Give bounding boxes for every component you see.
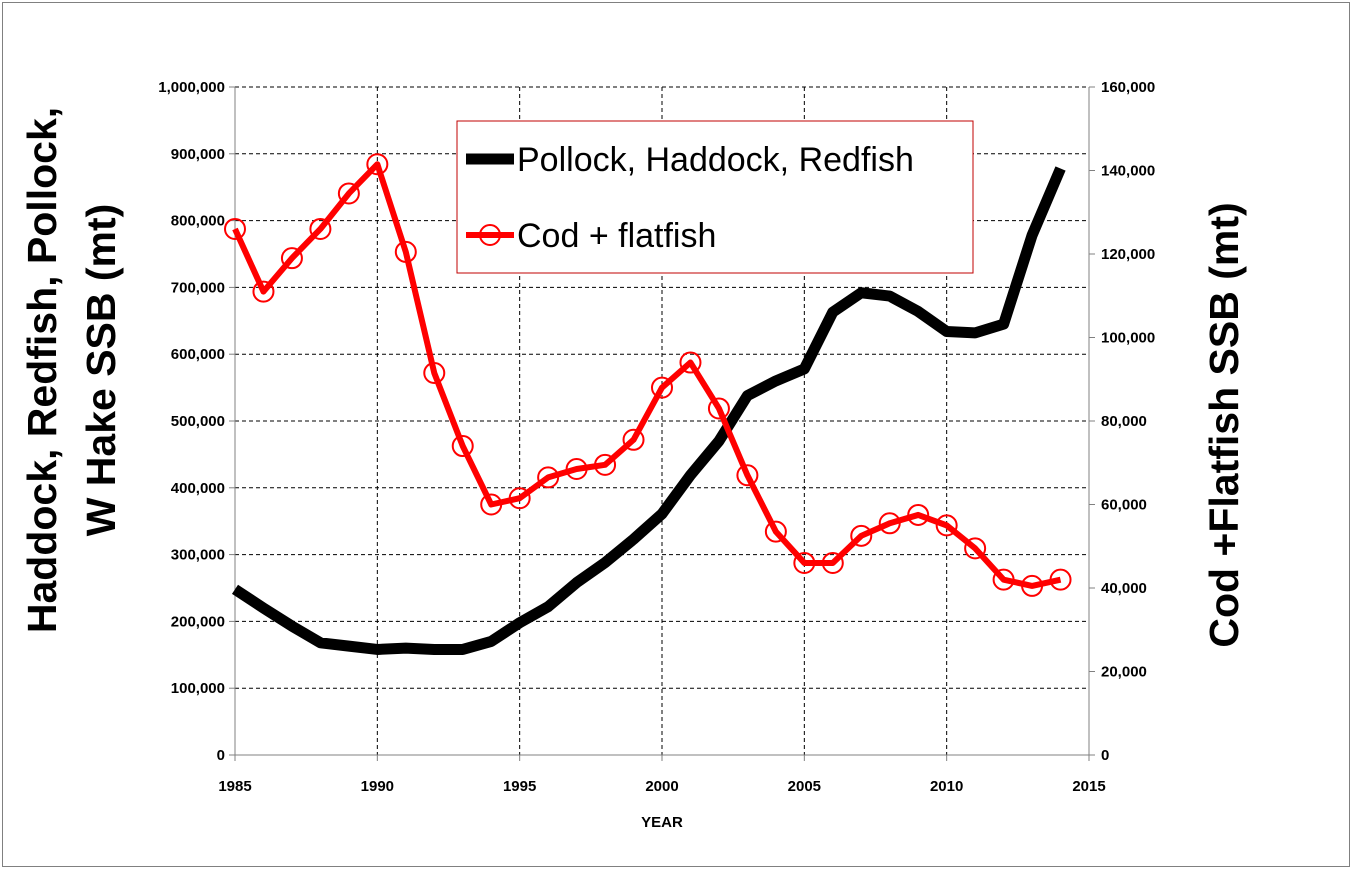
- x-tick-label: 1995: [503, 778, 536, 795]
- x-tick-label: 2010: [930, 778, 963, 795]
- right-tick-label: 160,000: [1101, 79, 1155, 96]
- right-tick-label: 120,000: [1101, 246, 1155, 263]
- point-cod-flatfish: [736, 464, 759, 487]
- point-cod-flatfish: [622, 428, 645, 451]
- x-axis-title: YEAR: [641, 814, 683, 831]
- right-tick-label: 140,000: [1101, 163, 1155, 180]
- right-tick-label: 100,000: [1101, 330, 1155, 347]
- point-cod-flatfish: [337, 182, 360, 205]
- series-line-pollock-haddock-redfish: [231, 166, 1066, 655]
- left-tick-label: 300,000: [171, 547, 225, 564]
- point-cod-flatfish: [821, 551, 844, 574]
- left-tick-label: 1,000,000: [158, 79, 225, 96]
- left-tick-label: 900,000: [171, 146, 225, 163]
- point-cod-flatfish: [423, 361, 446, 384]
- point-cod-flatfish: [1021, 574, 1044, 597]
- right-axis-title: Cod +Flatfish SSB (mt): [1201, 202, 1247, 647]
- x-tick-label: 2000: [645, 778, 678, 795]
- point-cod-flatfish: [793, 551, 816, 574]
- right-tick-label: 20,000: [1101, 664, 1147, 681]
- point-cod-flatfish: [480, 493, 503, 516]
- legend-label-pollock: Pollock, Haddock, Redfish: [517, 141, 914, 179]
- point-cod-flatfish: [850, 524, 873, 547]
- point-cod-flatfish: [280, 247, 303, 270]
- point-cod-flatfish: [594, 453, 617, 476]
- point-cod-flatfish: [907, 503, 930, 526]
- point-cod-flatfish: [651, 376, 673, 399]
- point-cod-flatfish: [964, 537, 987, 560]
- axes: [229, 86, 1095, 761]
- right-tick-label: 40,000: [1101, 580, 1147, 597]
- left-axis-title-line-1: Haddock, Redfish, Pollock,: [19, 107, 65, 633]
- legend-box: [456, 120, 974, 274]
- left-tick-label: 500,000: [171, 413, 225, 430]
- legend-label-cod: Cod + flatfish: [517, 217, 716, 255]
- point-cod-flatfish: [565, 458, 588, 481]
- right-tick-label: 0: [1101, 747, 1109, 764]
- tick-labels: 0 100,000 200,000 300,000 400,000 500,000 600,…: [158, 79, 1155, 795]
- point-cod-flatfish: [252, 280, 275, 303]
- left-tick-label: 100,000: [171, 680, 225, 697]
- right-tick-label: 60,000: [1101, 497, 1147, 514]
- left-tick-label: 0: [217, 747, 225, 764]
- point-cod-flatfish: [508, 487, 531, 510]
- point-cod-flatfish: [679, 351, 702, 374]
- point-cod-flatfish: [992, 568, 1015, 591]
- left-tick-label: 800,000: [171, 213, 225, 230]
- point-cod-flatfish: [309, 217, 332, 240]
- series-line-cod-flatfish: [232, 161, 1062, 589]
- right-tick-label: 80,000: [1101, 413, 1147, 430]
- point-cod-flatfish: [707, 397, 730, 420]
- left-tick-label: 200,000: [171, 613, 225, 630]
- left-tick-label: 700,000: [171, 279, 225, 296]
- x-tick-label: 1990: [361, 778, 394, 795]
- point-cod-flatfish: [935, 514, 958, 537]
- legend: Pollock, Haddock, Redfish Cod + flatfish: [456, 120, 974, 274]
- point-cod-flatfish: [878, 512, 901, 535]
- data-series: [224, 153, 1072, 655]
- point-cod-flatfish: [764, 520, 787, 543]
- point-cod-flatfish: [537, 466, 560, 489]
- point-cod-flatfish: [366, 153, 389, 176]
- left-tick-label: 400,000: [171, 480, 225, 497]
- point-cod-flatfish: [394, 240, 417, 263]
- x-tick-label: 2005: [788, 778, 821, 795]
- left-tick-label: 600,000: [171, 346, 225, 363]
- x-tick-label: 1985: [218, 778, 251, 795]
- legend-marker-cod: [479, 224, 501, 246]
- left-axis-title-line-2: W Hake SSB (mt): [78, 204, 124, 537]
- point-cod-flatfish: [1049, 568, 1072, 591]
- x-tick-label: 2015: [1072, 778, 1105, 795]
- point-cod-flatfish: [451, 435, 474, 458]
- point-cod-flatfish: [224, 217, 246, 240]
